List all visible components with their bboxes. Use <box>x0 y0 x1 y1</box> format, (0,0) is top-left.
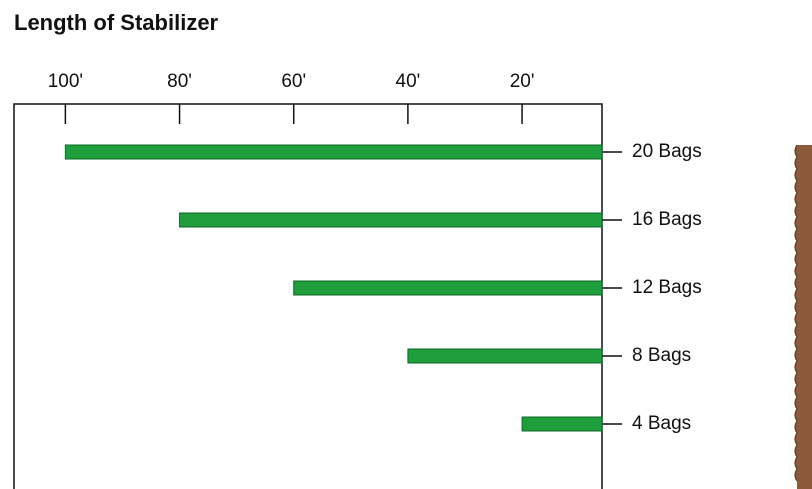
y-tick-label: 16 Bags <box>632 209 702 230</box>
bar <box>64 144 603 160</box>
bar <box>407 348 603 364</box>
y-tick-label: 12 Bags <box>632 277 702 298</box>
y-tick-label: 20 Bags <box>632 141 702 162</box>
bar <box>293 280 603 296</box>
y-tick-label: 8 Bags <box>632 345 691 366</box>
x-tick-label: 80' <box>167 71 192 92</box>
bar <box>179 212 603 228</box>
x-tick-label: 100' <box>48 71 83 92</box>
x-tick-label: 40' <box>396 71 421 92</box>
y-tick-label: 4 Bags <box>632 413 691 434</box>
plot-frame <box>13 103 603 489</box>
wall-illustration <box>794 144 812 489</box>
bar <box>521 416 603 432</box>
x-tick-label: 20' <box>510 71 535 92</box>
x-tick-label: 60' <box>281 71 306 92</box>
chart-title: Length of Stabilizer <box>14 10 219 35</box>
